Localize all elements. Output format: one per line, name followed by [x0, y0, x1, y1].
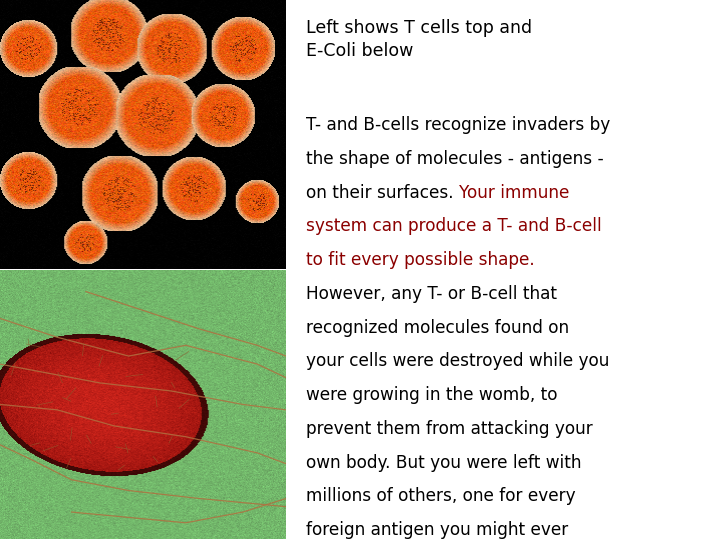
Text: your cells were destroyed while you: your cells were destroyed while you	[306, 352, 609, 370]
Text: prevent them from attacking your: prevent them from attacking your	[306, 420, 593, 438]
Text: the shape of molecules - antigens -: the shape of molecules - antigens -	[306, 150, 603, 168]
Text: Left shows T cells top and
E-Coli below: Left shows T cells top and E-Coli below	[306, 19, 532, 60]
Text: system can produce a T- and B-cell: system can produce a T- and B-cell	[306, 217, 602, 235]
Text: were growing in the womb, to: were growing in the womb, to	[306, 386, 557, 404]
Text: recognized molecules found on: recognized molecules found on	[306, 319, 569, 336]
Text: to fit every possible shape.: to fit every possible shape.	[306, 251, 534, 269]
Text: T- and B-cells recognize invaders by: T- and B-cells recognize invaders by	[306, 116, 610, 134]
Text: millions of others, one for every: millions of others, one for every	[306, 487, 575, 505]
Text: on their surfaces.: on their surfaces.	[306, 184, 459, 201]
Text: own body. But you were left with: own body. But you were left with	[306, 454, 581, 471]
Text: Your immune: Your immune	[459, 184, 570, 201]
Text: foreign antigen you might ever: foreign antigen you might ever	[306, 521, 568, 539]
Text: However, any T- or B-cell that: However, any T- or B-cell that	[306, 285, 557, 303]
